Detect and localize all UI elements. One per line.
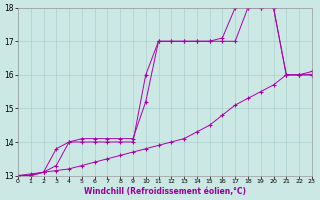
X-axis label: Windchill (Refroidissement éolien,°C): Windchill (Refroidissement éolien,°C): [84, 187, 246, 196]
